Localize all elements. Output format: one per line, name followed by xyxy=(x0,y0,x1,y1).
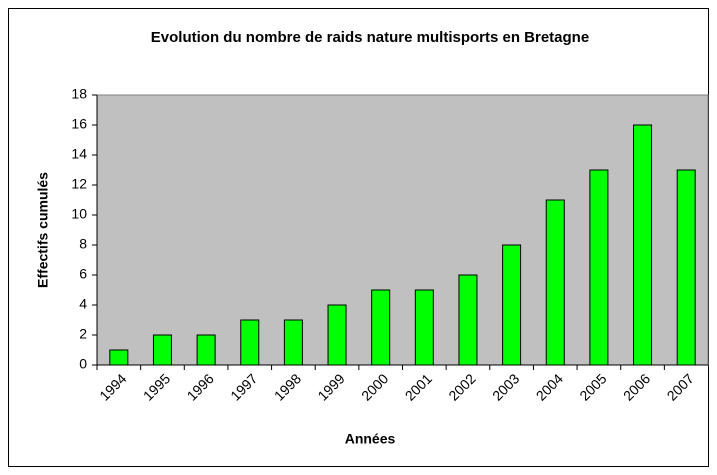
bar xyxy=(502,244,522,366)
bar xyxy=(109,349,129,366)
y-tick-label: 12 xyxy=(71,176,87,192)
chart-title: Evolution du nombre de raids nature mult… xyxy=(151,29,589,46)
y-axis-label: Effectifs cumulés xyxy=(35,172,51,288)
bar xyxy=(240,319,260,366)
bar xyxy=(414,289,434,366)
x-axis-label: Années xyxy=(345,431,396,447)
bar xyxy=(152,334,172,366)
y-tick-label: 6 xyxy=(79,266,87,282)
y-tick-label: 4 xyxy=(79,296,87,312)
bar xyxy=(545,199,565,366)
y-tick-label: 0 xyxy=(79,356,87,372)
bar xyxy=(327,304,347,366)
bar xyxy=(196,334,216,366)
y-tick-label: 16 xyxy=(71,116,87,132)
y-tick-label: 14 xyxy=(71,146,87,162)
bar xyxy=(371,289,391,366)
bar xyxy=(676,169,696,366)
y-tick-label: 10 xyxy=(71,206,87,222)
y-tick-label: 18 xyxy=(71,86,87,102)
plot-area xyxy=(96,94,709,366)
y-tick-label: 2 xyxy=(79,326,87,342)
bar xyxy=(283,319,303,366)
bar xyxy=(589,169,609,366)
y-tick-label: 8 xyxy=(79,236,87,252)
bar xyxy=(458,274,478,366)
bar xyxy=(633,124,653,366)
